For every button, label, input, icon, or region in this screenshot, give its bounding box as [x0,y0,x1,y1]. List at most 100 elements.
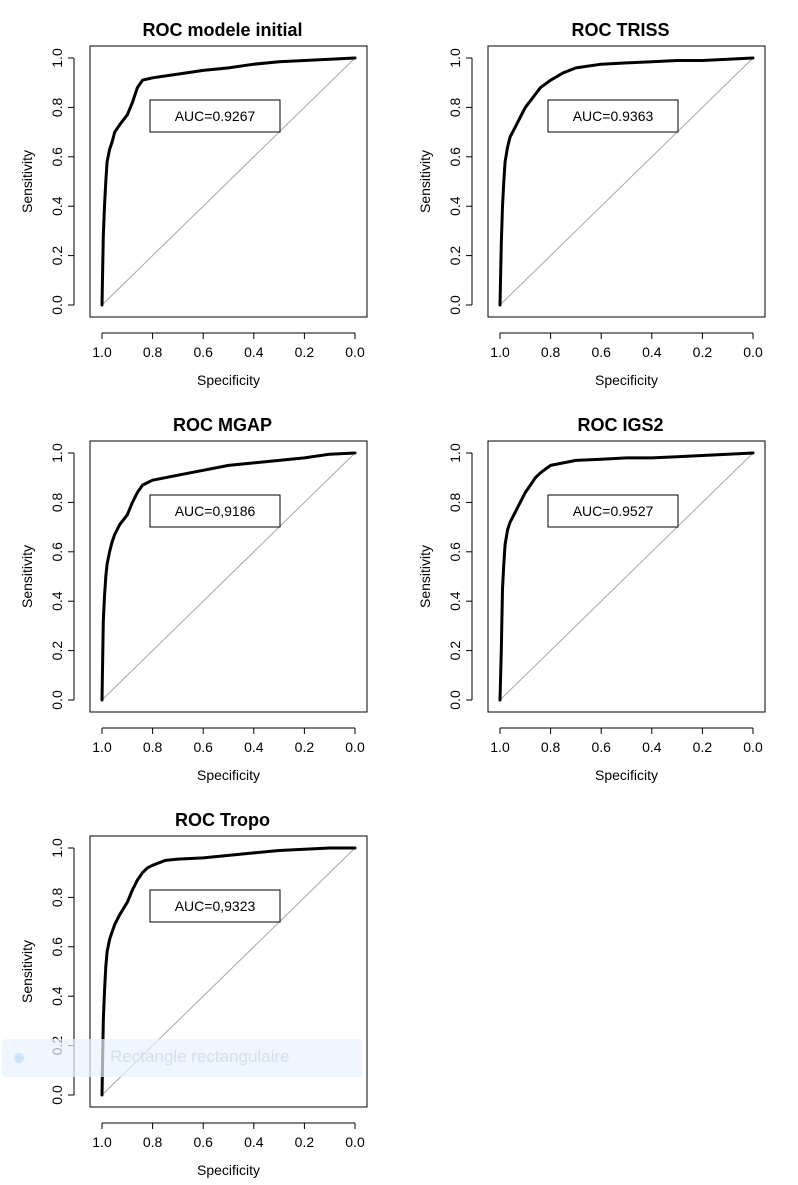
plot-frame [487,440,766,713]
auc-label: AUC=0.9363 [573,108,654,124]
auc-label: AUC=0,9186 [175,503,256,519]
x-tick-label: 0.6 [193,344,213,360]
x-tick-label: 0.4 [244,344,264,360]
roc-chart-modele-initial: ROC modele initial 0.0 0.2 0.4 0.6 0.8 1.0 1.0 0… [0,0,400,395]
y-axis-label: Sensitivity [19,940,35,1003]
y-tick-label: 0.8 [447,492,463,512]
x-axis-label: Specificity [197,372,260,388]
y-tick-label: 1.0 [49,443,65,463]
auc-annotation: AUC=0.9363 [547,99,679,133]
x-tick-label: 0.6 [591,739,611,755]
x-tick-label: 0.4 [244,1134,264,1150]
y-tick-label: 0.2 [49,641,65,661]
x-tick-label: 0.8 [143,1134,163,1150]
x-tick-label: 0.2 [295,344,315,360]
roc-curve [100,56,357,307]
chance-diagonal-line [499,452,754,701]
auc-box [547,494,679,528]
x-tick-label: 1.0 [92,1134,112,1150]
y-tick-label: 1.0 [49,838,65,858]
x-tick-label: 0.4 [642,739,662,755]
x-tick-label: 1.0 [92,344,112,360]
y-tick-label: 0.4 [447,591,463,611]
auc-box [149,99,281,133]
x-tick-label: 0.0 [743,344,763,360]
auc-box [547,99,679,133]
y-tick-label: 0.4 [49,196,65,216]
x-tick-label: 0.6 [193,739,213,755]
roc-curve [498,56,755,307]
y-tick-label: 1.0 [447,443,463,463]
chart-svg: ROC IGS2 0.0 0.2 0.4 0.6 0.8 1.0 1.0 0.8 0.6 0.4 0.… [417,415,766,783]
auc-box [149,494,281,528]
y-axis-label: Sensitivity [417,545,433,608]
y-axis-label: Sensitivity [417,150,433,213]
x-tick-label: 0.2 [693,344,713,360]
y-tick-label: 0.8 [447,97,463,117]
y-tick-label: 0.2 [447,641,463,661]
x-axis-label: Specificity [595,372,658,388]
x-axis-label: Specificity [595,767,658,783]
y-tick-label: 0.0 [49,295,65,315]
x-tick-label: 1.0 [490,344,510,360]
y-tick-label: 1.0 [49,48,65,68]
x-tick-label: 0.2 [295,1134,315,1150]
y-tick-label: 0.0 [447,690,463,710]
auc-annotation: AUC=0.9267 [149,99,281,133]
faded-selection-overlay: Rectangle rectangulaire [2,1039,362,1077]
y-tick-label: 0.4 [447,196,463,216]
y-tick-label: 0.8 [49,492,65,512]
x-tick-label: 0.6 [591,344,611,360]
x-tick-label: 0.8 [143,344,163,360]
x-tick-label: 0.0 [345,739,365,755]
auc-annotation: AUC=0,9186 [149,494,281,528]
y-axis-label: Sensitivity [19,150,35,213]
chance-diagonal-line [101,57,356,306]
y-axis-label: Sensitivity [19,545,35,608]
x-tick-label: 0.0 [743,739,763,755]
y-tick-label: 0.4 [49,591,65,611]
roc-chart-tropo: ROC Tropo 0.0 0.2 0.4 0.6 0.8 1.0 1.0 0.8 0.6 0.4 0… [0,790,400,1185]
x-tick-label: 0.8 [541,344,561,360]
y-tick-label: 0.6 [49,937,65,957]
x-tick-label: 0.4 [642,344,662,360]
x-tick-label: 0.2 [693,739,713,755]
roc-curve [498,451,755,702]
roc-chart-triss: ROC TRISS 0.0 0.2 0.4 0.6 0.8 1.0 1.0 0.8 0.6 0.4 0… [398,0,798,395]
plot-frame [89,45,368,318]
chance-diagonal-line [499,57,754,306]
roc-curve [100,451,357,702]
auc-annotation: AUC=0,9323 [149,889,281,923]
plot-frame [487,45,766,318]
chart-title: ROC TRISS [571,20,669,40]
y-tick-label: 0.6 [447,147,463,167]
chart-title: ROC modele initial [142,20,302,40]
y-tick-label: 0.2 [447,246,463,266]
chart-svg: ROC TRISS 0.0 0.2 0.4 0.6 0.8 1.0 1.0 0.8 0.6 0.4 0… [417,20,766,388]
x-tick-label: 0.4 [244,739,264,755]
auc-label: AUC=0.9267 [175,108,256,124]
y-tick-label: 0.0 [447,295,463,315]
auc-annotation: AUC=0.9527 [547,494,679,528]
auc-label: AUC=0,9323 [175,898,256,914]
roc-curve [100,846,357,1097]
chart-title: ROC Tropo [175,810,270,830]
chart-svg: ROC Tropo 0.0 0.2 0.4 0.6 0.8 1.0 1.0 0.8 0.6 0.4 0… [19,810,368,1178]
roc-chart-mgap: ROC MGAP 0.0 0.2 0.4 0.6 0.8 1.0 1.0 0.8 0.6 0.4 0.… [0,395,400,790]
y-tick-label: 0.6 [447,542,463,562]
y-tick-label: 0.0 [49,690,65,710]
y-tick-label: 0.6 [49,542,65,562]
faded-overlay-dot-icon [14,1053,24,1063]
chart-title: ROC IGS2 [577,415,663,435]
y-tick-label: 0.8 [49,887,65,907]
x-tick-label: 0.0 [345,344,365,360]
chart-svg: ROC modele initial 0.0 0.2 0.4 0.6 0.8 1.0 1.0 0… [19,20,368,388]
y-tick-label: 0.4 [49,986,65,1006]
roc-chart-igs2: ROC IGS2 0.0 0.2 0.4 0.6 0.8 1.0 1.0 0.8 0.6 0.4 0.… [398,395,798,790]
y-tick-label: 0.0 [49,1085,65,1105]
y-tick-label: 0.8 [49,97,65,117]
x-tick-label: 1.0 [92,739,112,755]
faded-overlay-text: Rectangle rectangulaire [110,1047,290,1066]
auc-box [149,889,281,923]
x-tick-label: 0.8 [143,739,163,755]
